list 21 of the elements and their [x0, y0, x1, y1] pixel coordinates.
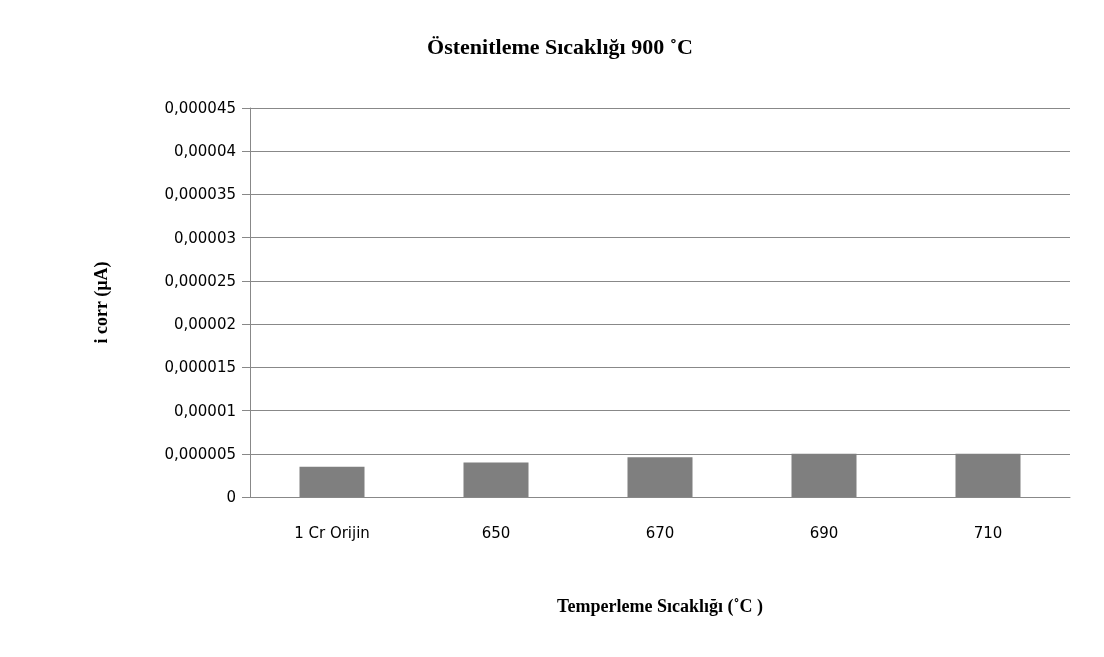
x-tick-label: 1 Cr Orijin [294, 523, 370, 542]
x-tick-label: 710 [973, 523, 1003, 542]
x-tick-label: 650 [481, 523, 511, 542]
x-axis-title: Temperleme Sıcaklığı (˚C ) [557, 596, 763, 617]
bar [463, 462, 529, 497]
bar [299, 466, 365, 497]
y-tick-label: 0,00004 [173, 142, 236, 161]
y-tick-label: 0,000025 [164, 271, 236, 290]
y-tick-label: 0,000045 [164, 99, 236, 117]
y-tick-label: 0,000015 [164, 358, 236, 377]
y-axis-title: i corr (µA) [91, 261, 112, 344]
x-tick-label: 690 [809, 523, 839, 542]
x-tick-label: 670 [645, 523, 675, 542]
y-tick-label: 0,00001 [173, 401, 236, 420]
y-tick-label: 0,00003 [173, 228, 236, 247]
y-tick-label: 0,000035 [164, 185, 236, 204]
y-tick-label: 0,000005 [164, 444, 236, 463]
bar [627, 457, 693, 497]
y-tick-label: 0,00002 [173, 315, 236, 334]
chart-title: Östenitleme Sıcaklığı 900 ˚C [427, 33, 693, 59]
y-tick-label: 0 [226, 488, 236, 506]
